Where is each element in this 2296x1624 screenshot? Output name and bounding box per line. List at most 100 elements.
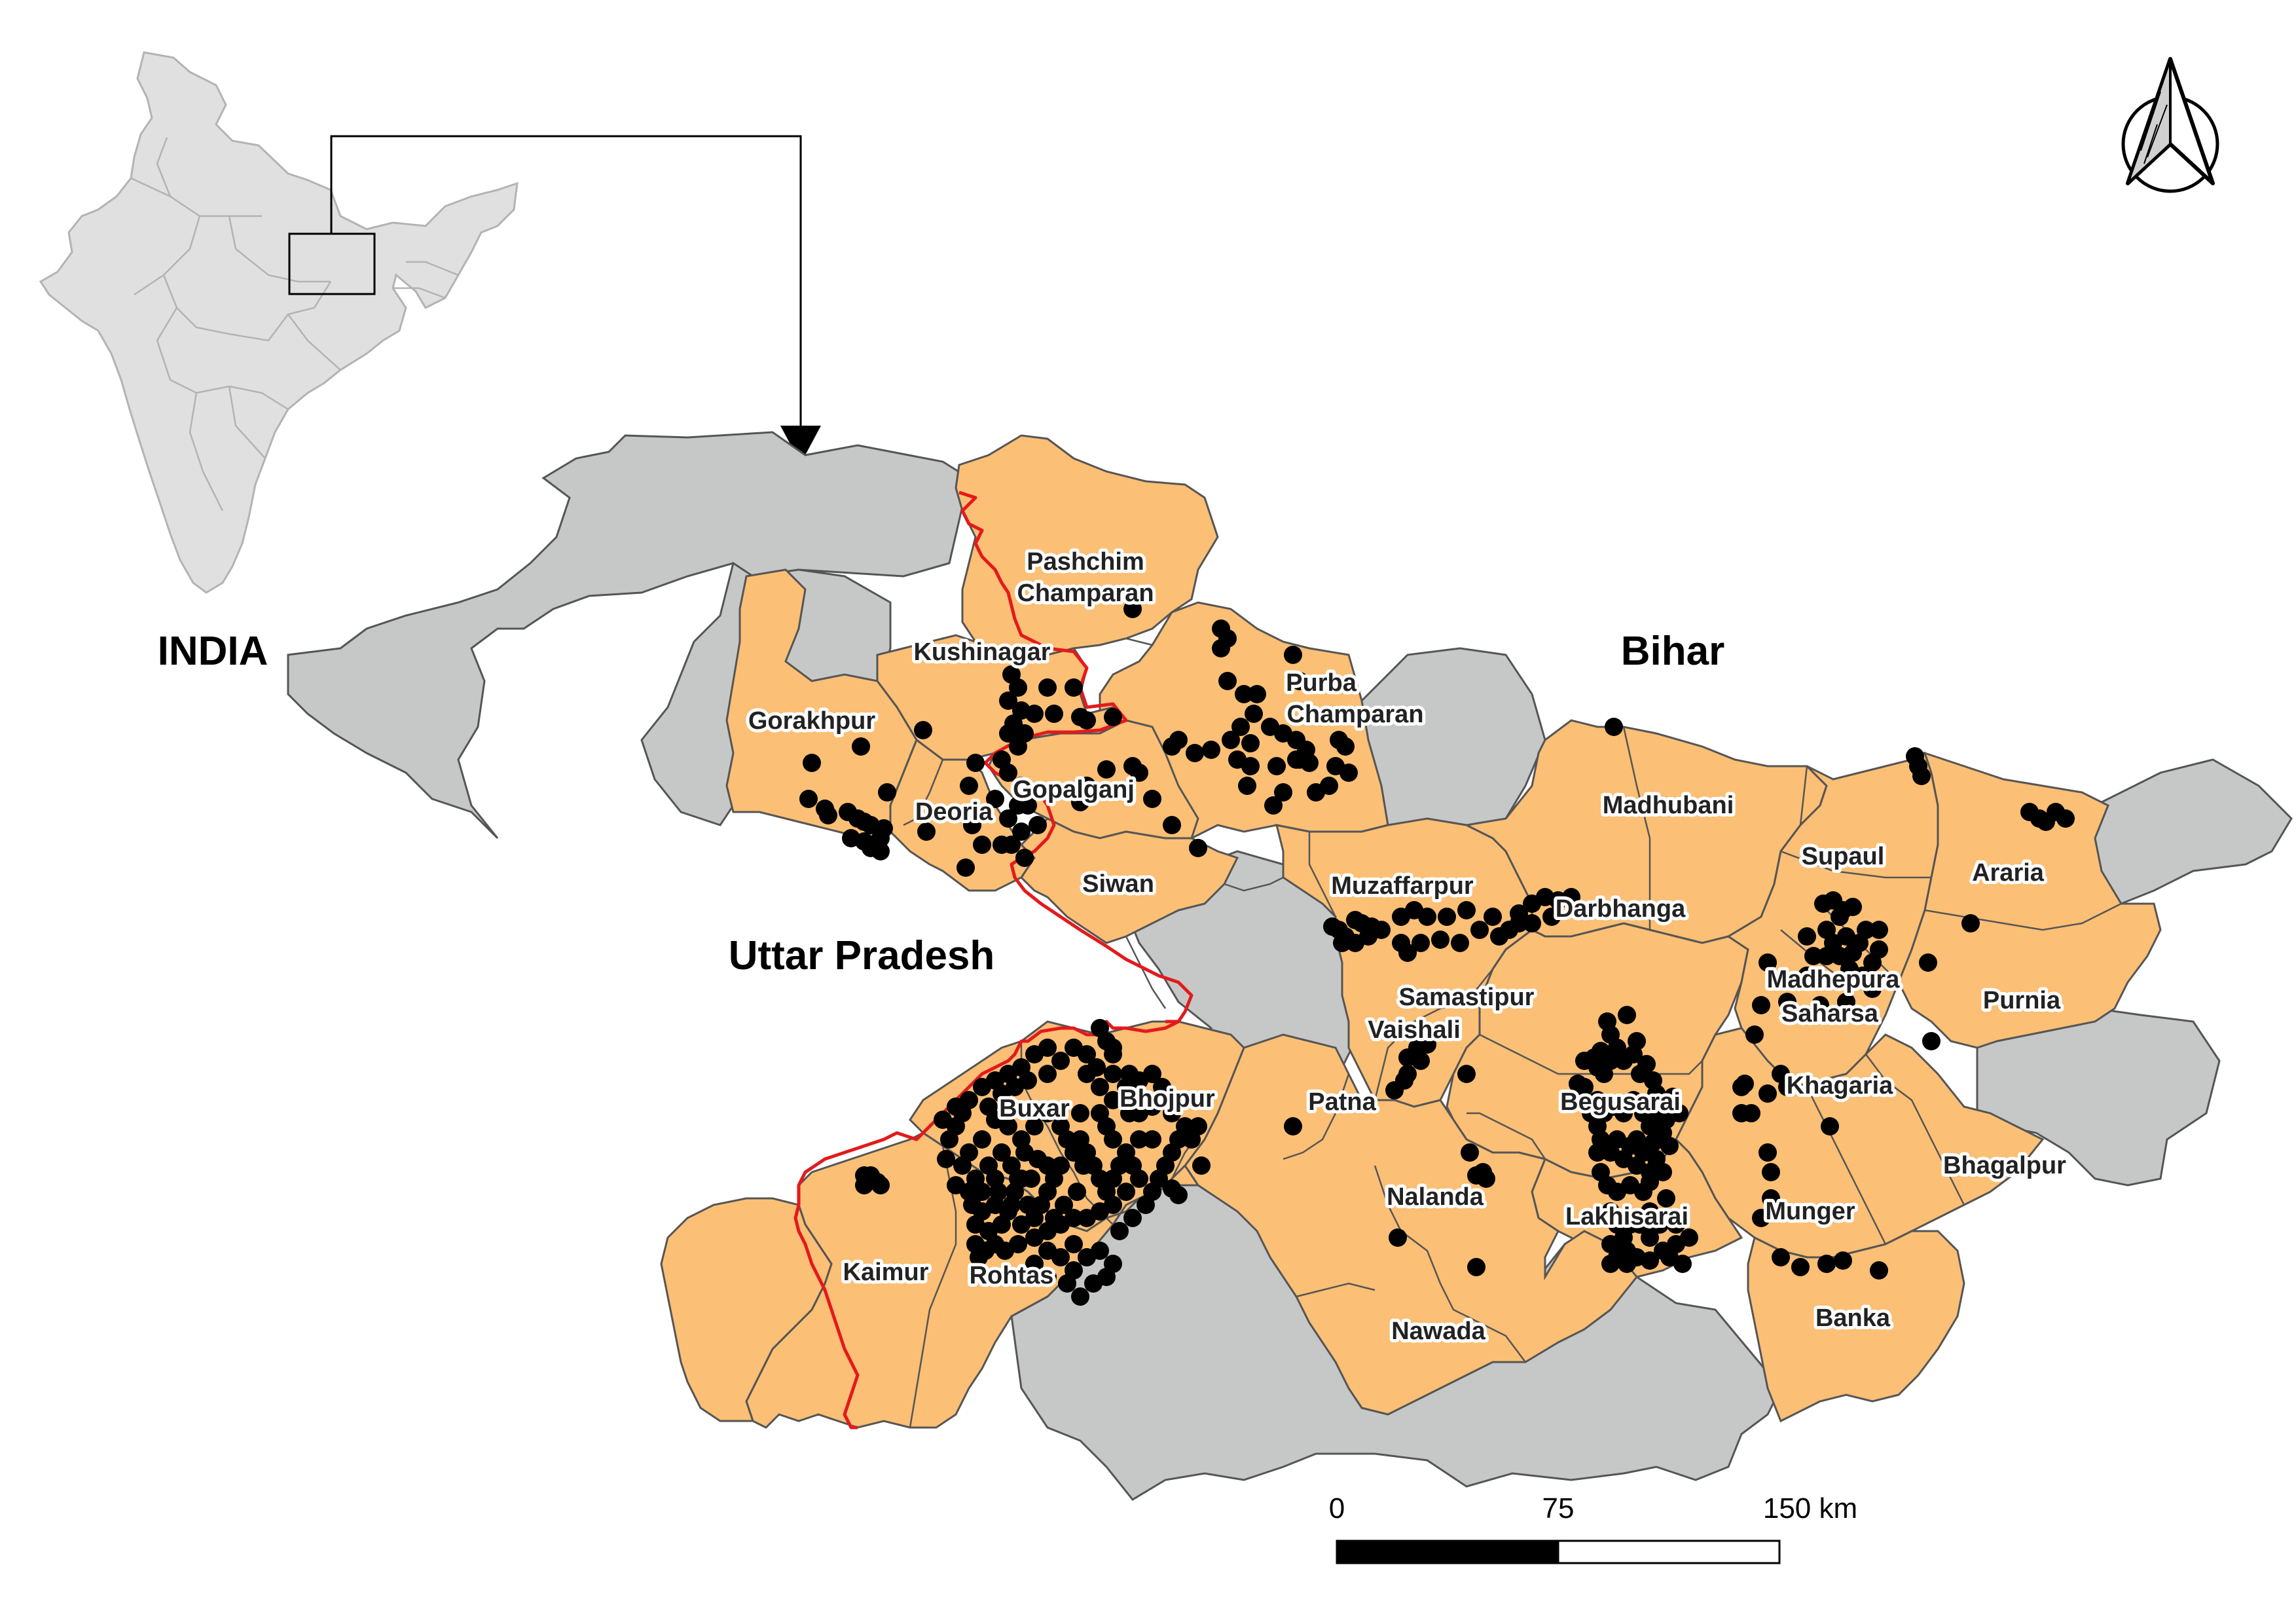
sample-point	[934, 1111, 952, 1129]
sample-point	[960, 777, 978, 795]
sample-point	[1078, 1209, 1096, 1227]
sample-point	[1601, 1025, 1620, 1044]
sample-point	[1045, 1209, 1063, 1227]
sample-point	[1470, 921, 1489, 939]
sample-point	[999, 764, 1017, 782]
sample-point	[1038, 1065, 1057, 1083]
sample-point	[979, 1098, 998, 1116]
sample-point	[1542, 908, 1561, 926]
sample-point	[1051, 1248, 1070, 1266]
sample-point	[1461, 1143, 1479, 1162]
scale-tick-150: 150 km	[1763, 1492, 1857, 1524]
sample-point	[1117, 1183, 1135, 1201]
sample-point	[1863, 980, 1882, 998]
sample-point	[1143, 1065, 1161, 1083]
sample-point	[1038, 1268, 1057, 1286]
sample-point	[1074, 1156, 1093, 1175]
sample-point	[1912, 767, 1931, 785]
scale-segment-black	[1336, 1540, 1559, 1564]
sample-point	[1091, 1242, 1109, 1260]
sample-point	[1009, 737, 1027, 756]
sample-point	[1091, 1104, 1109, 1122]
sample-point	[1104, 1039, 1122, 1057]
sample-point	[1618, 1006, 1636, 1024]
sample-point	[979, 1156, 998, 1175]
sample-point	[1831, 908, 1849, 926]
district-label: Araria	[1972, 859, 2045, 887]
sample-point	[947, 1098, 965, 1116]
sample-point	[1961, 914, 1980, 932]
sample-point	[1012, 777, 1030, 795]
sample-point	[1038, 678, 1057, 697]
sample-point	[999, 692, 1017, 710]
sample-point	[940, 1130, 958, 1149]
sample-point	[1673, 1255, 1692, 1273]
sample-point	[1834, 1251, 1852, 1270]
sample-point	[993, 1215, 1011, 1234]
sample-point	[1758, 1143, 1777, 1162]
district-labels: Pashchim Champaran Kushinagar Purba Cham…	[745, 545, 2069, 1348]
sample-point	[1238, 777, 1256, 795]
sample-point	[1055, 1196, 1073, 1214]
sample-point	[1078, 1045, 1096, 1063]
sample-point	[1029, 816, 1047, 834]
sample-point	[1628, 1130, 1646, 1149]
sample-point	[1241, 734, 1260, 752]
district-separators	[903, 637, 2122, 1428]
sample-point	[1071, 1104, 1089, 1122]
sample-point	[1071, 1287, 1089, 1306]
district-kaimur-west	[660, 1197, 833, 1422]
sample-point	[1837, 993, 1855, 1011]
sample-point	[914, 721, 932, 739]
district-label: Deoria	[915, 798, 993, 826]
sample-point	[1821, 1117, 1839, 1135]
state-label-uttar-pradesh: Uttar Pradesh	[729, 933, 995, 978]
district-label: Supaul	[1802, 843, 1885, 870]
sample-point	[1307, 783, 1325, 802]
district-banka	[1747, 1230, 1965, 1423]
district-label: Gorakhpur	[748, 707, 875, 735]
sample-point	[973, 1130, 991, 1149]
sample-point	[1058, 1274, 1076, 1293]
sample-points	[799, 600, 2075, 1306]
sample-point	[1650, 1215, 1669, 1234]
boundary-north	[958, 490, 1194, 1024]
sample-point	[1457, 901, 1476, 919]
sample-point	[1438, 908, 1456, 926]
sample-point	[1218, 672, 1237, 690]
sample-point	[1163, 737, 1181, 756]
sample-point	[1290, 750, 1309, 769]
sample-point	[1267, 757, 1286, 775]
district-label: Banka	[1815, 1304, 1891, 1332]
district-label: Madhubani	[1603, 792, 1734, 819]
sample-point	[1235, 685, 1253, 703]
north-arrow-icon	[2121, 57, 2219, 193]
sample-point	[1745, 1025, 1764, 1044]
sample-point	[1467, 1258, 1485, 1276]
district-label: Pashchim	[1027, 548, 1144, 576]
sample-point	[1231, 718, 1250, 736]
district-pashchim-champaran	[955, 434, 1219, 656]
sample-point	[1012, 822, 1030, 841]
sample-point	[1817, 947, 1836, 965]
sample-point	[1870, 921, 1888, 939]
sample-point	[878, 783, 896, 802]
sample-point	[1051, 1052, 1070, 1070]
sample-point	[1051, 1156, 1070, 1175]
india-label: INDIA	[158, 629, 268, 674]
sample-point	[1811, 996, 1829, 1014]
district-label: Lakhisarai	[1565, 1203, 1688, 1230]
sample-point	[2056, 809, 2075, 828]
sample-point	[1621, 1215, 1639, 1234]
sample-point	[1087, 1058, 1106, 1077]
sample-point	[1451, 934, 1469, 952]
sample-point	[1588, 1143, 1607, 1162]
state-label-bihar: Bihar	[1621, 629, 1724, 674]
sample-point	[1186, 744, 1204, 762]
sample-point	[1804, 947, 1823, 965]
sample-point	[999, 809, 1017, 828]
district-label: Khagaria	[1787, 1072, 1893, 1099]
sample-point	[973, 1183, 991, 1201]
sample-point	[1025, 1045, 1044, 1063]
